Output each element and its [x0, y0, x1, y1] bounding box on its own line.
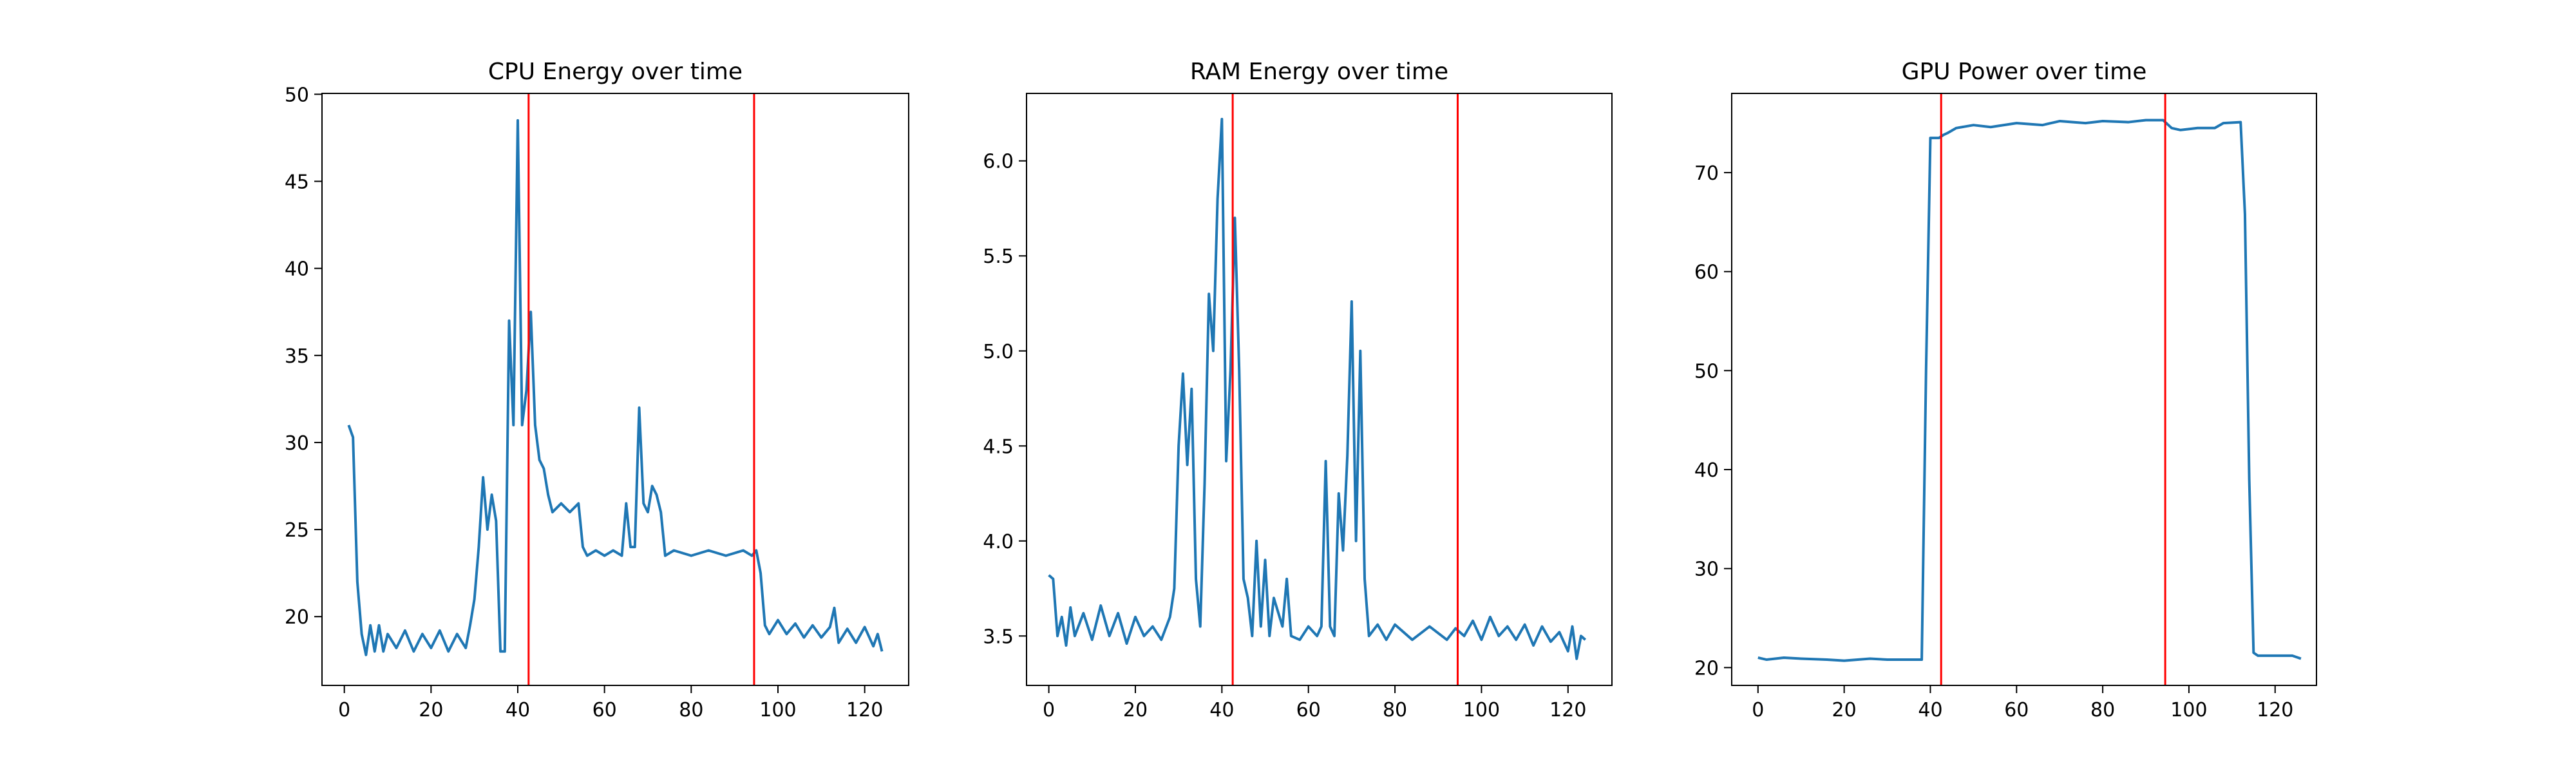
y-tick-label: 70 [1694, 162, 1719, 185]
y-tick-label: 25 [285, 519, 309, 542]
y-tick-label: 5.0 [983, 341, 1014, 363]
plot-frame [1026, 93, 1613, 686]
y-tick-label: 20 [1694, 657, 1719, 680]
x-tick-label: 20 [1832, 699, 1857, 721]
y-tick-label: 40 [285, 258, 309, 281]
y-tick-label: 35 [285, 345, 309, 368]
x-tick-label: 80 [1383, 699, 1407, 721]
x-tick-label: 60 [1296, 699, 1321, 721]
x-tick-label: 60 [2004, 699, 2029, 721]
y-tick-label: 30 [285, 432, 309, 455]
x-tick-label: 40 [506, 699, 530, 721]
y-tick-label: 50 [285, 84, 309, 106]
x-tick-label: 100 [759, 699, 796, 721]
plot-frame [1731, 93, 2317, 686]
x-tick-label: 100 [1463, 699, 1500, 721]
y-tick-label: 6.0 [983, 151, 1014, 173]
x-tick-label: 100 [2170, 699, 2207, 721]
chart: CPU Energy over time 0 20 40 60 80 100 120 20 25 3… [285, 59, 909, 721]
y-tick-label: 30 [1694, 558, 1719, 581]
x-tick-label: 120 [846, 699, 883, 721]
x-tick-label: 80 [679, 699, 703, 721]
y-tick-label: 3.5 [983, 625, 1014, 648]
plot-frame [321, 93, 909, 686]
y-tick-label: 5.5 [983, 245, 1014, 268]
y-tick-label: 50 [1694, 360, 1719, 383]
x-tick-label: 120 [1549, 699, 1586, 721]
chart-title: RAM Energy over time [1190, 59, 1448, 85]
y-tick-label: 4.5 [983, 435, 1014, 458]
y-tick-label: 4.0 [983, 531, 1014, 553]
y-tick-label: 60 [1694, 262, 1719, 284]
x-tick-label: 0 [1752, 699, 1764, 721]
y-tick-label: 40 [1694, 459, 1719, 482]
x-tick-label: 40 [1209, 699, 1234, 721]
x-tick-label: 40 [1918, 699, 1942, 721]
chart-title: GPU Power over time [1902, 59, 2147, 85]
x-tick-label: 120 [2257, 699, 2293, 721]
chart: GPU Power over time 0 20 40 60 80 100 120 20 30 40… [1694, 59, 2317, 721]
data-line [1757, 119, 2302, 662]
x-tick-label: 20 [419, 699, 443, 721]
data-line [1048, 117, 1586, 660]
y-tick-label: 45 [285, 171, 309, 193]
x-tick-label: 80 [2090, 699, 2115, 721]
x-tick-label: 60 [592, 699, 617, 721]
x-tick-label: 0 [338, 699, 350, 721]
y-tick-label: 20 [285, 606, 309, 629]
x-tick-label: 20 [1123, 699, 1148, 721]
data-line [347, 119, 884, 656]
chart: RAM Energy over time 0 20 40 60 80 100 120 3.5 4.… [983, 59, 1613, 721]
chart-title: CPU Energy over time [488, 59, 743, 85]
x-tick-label: 0 [1043, 699, 1055, 721]
